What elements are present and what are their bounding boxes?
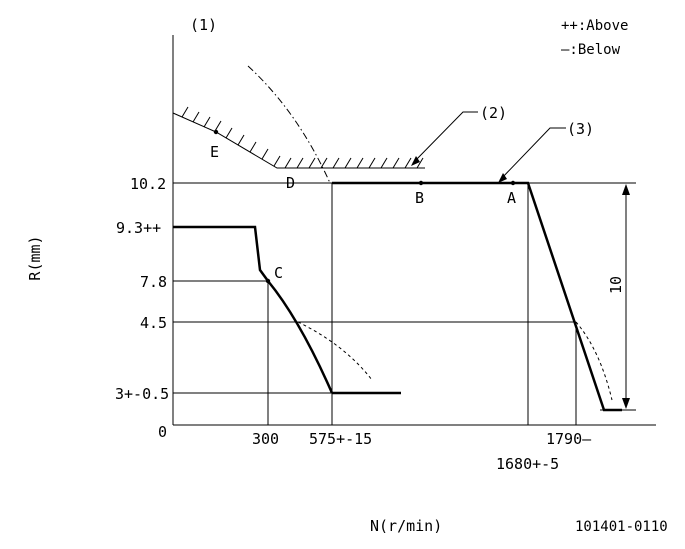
x-tick-1680: 1680+-5 <box>496 455 559 473</box>
point-b-dot <box>418 180 424 186</box>
x-axis-label: N(r/min) <box>370 517 442 535</box>
y-tick-7-8: 7.8 <box>140 273 167 291</box>
callout-3-label: (3) <box>567 120 594 138</box>
point-a-dot <box>510 180 516 186</box>
x-tick-1790: 1790— <box>546 430 592 448</box>
dimension-arrow-up <box>622 184 630 195</box>
callout-2-label: (2) <box>480 104 507 122</box>
dashed-curve-right <box>575 321 613 401</box>
dimension-arrow-down <box>622 398 630 409</box>
drawing-code: 101401-0110 <box>575 519 668 535</box>
panel-marker: (1) <box>190 16 217 34</box>
callout-2-leader <box>412 111 478 164</box>
callout-2-arrow <box>411 156 420 166</box>
point-c-label: C <box>274 264 283 282</box>
x-tick-300: 300 <box>252 430 279 448</box>
point-e-dot <box>213 129 219 135</box>
y-axis-label: R(mm) <box>26 235 44 280</box>
y-tick-10-2: 10.2 <box>130 175 166 193</box>
y-tick-4-5: 4.5 <box>140 314 167 332</box>
dimension-label: 10 <box>607 276 625 294</box>
y-tick-3: 3+-0.5 <box>115 385 169 403</box>
point-c-dot <box>265 278 271 284</box>
callout-3-leader <box>499 127 566 181</box>
y-tick-0: 0 <box>158 423 167 441</box>
point-b-label: B <box>415 189 424 207</box>
main-characteristic-lower-b <box>267 280 334 394</box>
callout-3-arrow <box>498 173 507 183</box>
boundary-hatching <box>181 106 424 169</box>
x-tick-575: 575+-15 <box>309 430 372 448</box>
full-load-boundary <box>172 112 425 169</box>
dash-dot-curve <box>247 65 331 184</box>
main-characteristic-upper <box>332 181 622 412</box>
legend-below: —:Below <box>561 42 621 58</box>
point-e-label: E <box>210 143 219 161</box>
y-tick-9-3: 9.3++ <box>116 219 161 237</box>
main-characteristic-lower-a <box>173 225 270 282</box>
point-d-label: D <box>286 174 295 192</box>
dashed-curve-left <box>297 321 373 381</box>
legend-above: ++:Above <box>561 18 628 34</box>
point-a-label: A <box>507 189 516 207</box>
